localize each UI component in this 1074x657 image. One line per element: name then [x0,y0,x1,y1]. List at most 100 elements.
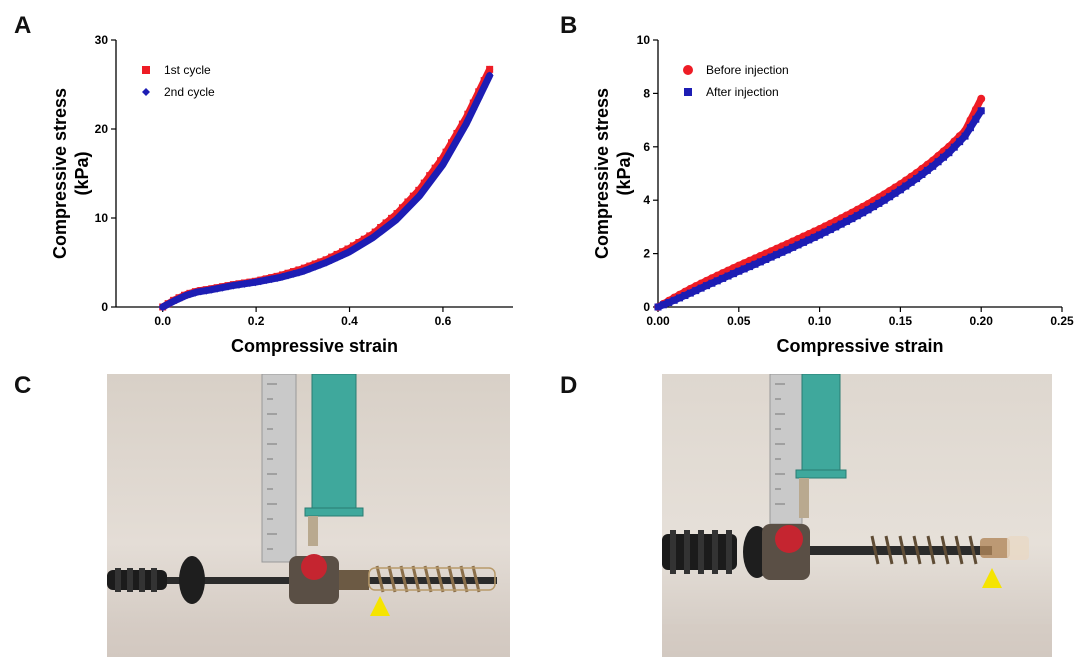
data-point [305,264,314,273]
data-point [751,260,759,268]
data-point [810,233,818,241]
data-point [398,204,406,212]
data-point [371,231,380,240]
legend-label: 1st cycle [164,63,211,77]
data-point [875,199,883,207]
data-point [229,281,238,290]
data-point [486,65,494,73]
data-point [480,82,489,91]
x-tick-label: 0.0 [154,314,171,328]
photo-d [662,374,1052,657]
series-line [654,95,985,311]
data-point [425,178,434,187]
x-axis-label: Compressive strain [776,336,943,356]
x-axis-label: Compressive strain [231,336,398,356]
panel-letter-c: C [14,372,32,399]
panel-letter-b: B [560,12,578,39]
series-2 [158,71,494,311]
data-point [659,301,667,309]
legend-marker [142,66,150,74]
y-tick-label: 30 [95,33,109,47]
data-point [158,303,167,311]
data-point [676,294,684,302]
data-point [191,288,200,297]
data-point [409,198,418,207]
data-point [420,185,429,194]
y-axis-label-line: (kPa) [614,151,634,195]
series-2 [654,107,985,311]
x-tick-label: 0.4 [341,314,358,328]
panel-letter-a: A [14,12,32,39]
y-axis-label: Compressive stress (kPa) [592,88,634,259]
data-point [853,212,861,220]
panel-letter-d: D [560,372,578,399]
data-point [354,242,363,251]
data-point [859,209,867,217]
data-point [267,275,276,284]
data-point [746,263,754,271]
series-line [159,72,494,311]
data-point [692,287,700,295]
series-line [159,65,494,311]
series-1 [159,65,494,311]
y-axis-label: Compressive stress (kPa) [50,88,92,259]
data-point [939,153,947,161]
data-point [886,193,894,201]
x-tick-label: 0.10 [808,314,832,328]
ruler-icon [261,374,297,563]
data-point [864,206,872,214]
y-tick-label: 6 [643,140,650,154]
data-point [278,272,287,281]
data-point [202,286,211,295]
data-point [826,226,834,234]
data-point [447,145,456,154]
data-point [207,285,216,294]
legend-label: Before injection [706,63,789,77]
data-point [923,166,931,174]
chart-a: 0.0 0.2 0.4 0.6 0 10 20 30 Compressive strain Com… [50,33,513,356]
data-point [224,282,233,291]
valve-knob-icon [775,525,803,553]
data-point [463,116,472,125]
data-point [945,149,953,157]
data-point [767,253,775,261]
data-point [832,223,840,231]
data-point [950,143,958,151]
data-point [245,279,254,288]
y-axis-label-line: (kPa) [72,151,92,195]
data-point [393,214,402,223]
data-point [436,163,445,172]
data-point [762,255,770,263]
x-tick-label: 0.20 [970,314,994,328]
data-point [388,214,396,222]
data-point [213,284,222,293]
x-tick-label: 0.2 [248,314,265,328]
data-point [382,219,390,227]
x-tick-label: 0.05 [727,314,751,328]
series-1 [654,94,986,311]
x-tick-label: 0.6 [435,314,452,328]
legend-marker [684,88,692,96]
data-point [740,265,748,273]
legend-label: 2nd cycle [164,85,215,99]
data-point [724,272,732,280]
data-point [972,115,980,123]
data-point [382,223,391,232]
y-tick-label: 4 [643,193,650,207]
data-point [778,248,786,256]
x-tick-label: 0.25 [1050,314,1074,328]
legend-label: After injection [706,85,779,99]
data-point [409,192,417,200]
data-point [458,126,467,135]
data-point [234,280,243,289]
data-point [783,246,791,254]
data-point [360,238,369,247]
photo-c [107,374,510,657]
data-point [713,277,721,285]
y-tick-label: 0 [643,300,650,314]
data-point [670,296,678,304]
data-point [880,196,888,204]
arrow-marker-icon [982,568,1002,588]
data-point [404,198,412,206]
data-point [349,245,358,254]
